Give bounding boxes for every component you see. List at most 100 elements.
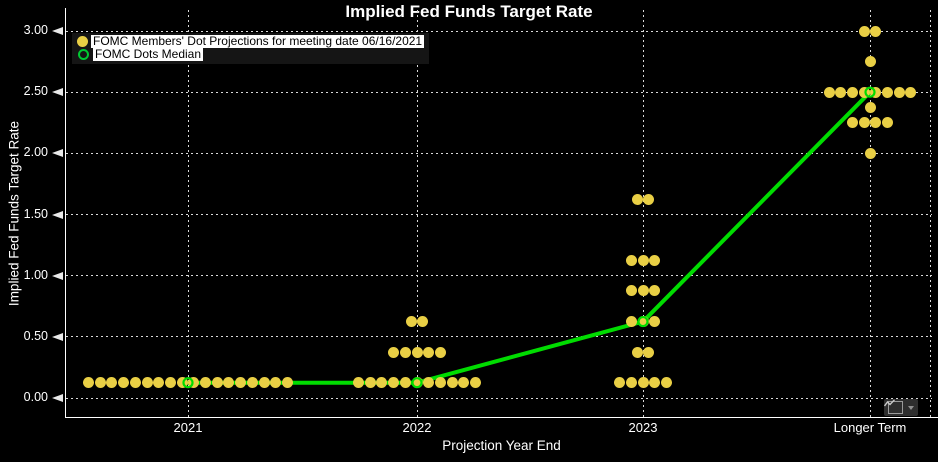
fomc-dot: [106, 377, 118, 389]
open-ring-icon: [78, 49, 89, 60]
y-tick-label: 2.50: [23, 84, 48, 99]
fomc-dot: [388, 346, 400, 358]
legend-item-label: FOMC Dots Median: [93, 47, 204, 61]
fomc-dot: [905, 86, 917, 98]
y-tick-arrow-icon: [52, 394, 63, 402]
legend-item-dot-projections[interactable]: FOMC Members' Dot Projections for meetin…: [77, 34, 425, 48]
fomc-dot: [423, 346, 435, 358]
fomc-dot: [364, 377, 376, 389]
fomc-dot: [258, 377, 270, 389]
y-tick-label: 2.00: [23, 145, 48, 160]
fomc-dot: [388, 377, 400, 389]
x-tick-label: 2023: [628, 420, 658, 435]
gridline-horizontal: [66, 214, 932, 215]
fomc-dot: [625, 254, 637, 266]
fomc-dot: [118, 377, 130, 389]
fomc-dot: [631, 346, 643, 358]
fomc-dot: [637, 254, 649, 266]
fomc-dot: [625, 377, 637, 389]
fomc-dot: [405, 316, 417, 328]
chart-options-dropdown-button[interactable]: [905, 400, 916, 415]
fomc-dot: [458, 377, 470, 389]
legend-item-label: FOMC Members' Dot Projections for meetin…: [91, 34, 425, 48]
fomc-dot: [637, 377, 649, 389]
gridline-vertical: [187, 10, 189, 417]
fomc-dot: [446, 377, 458, 389]
legend-item-dots-median[interactable]: FOMC Dots Median: [77, 48, 424, 61]
y-tick-label: 0.50: [23, 328, 48, 343]
fomc-dot: [846, 117, 858, 129]
fomc-dot: [129, 377, 141, 389]
gridline-vertical: [416, 10, 418, 417]
line-chart-icon: [884, 399, 903, 414]
y-tick-label: 1.00: [23, 267, 48, 282]
x-axis-title: Projection Year End: [442, 438, 561, 453]
fomc-dot: [870, 25, 882, 37]
fomc-dot: [858, 86, 870, 98]
y-tick-arrow-icon: [52, 149, 63, 158]
fomc-dot: [882, 117, 894, 129]
fomc-dot: [470, 377, 481, 389]
gridline-horizontal: [66, 336, 932, 338]
median-line: [186, 90, 872, 385]
fomc-dot: [625, 316, 637, 328]
y-tick-label: 1.50: [23, 206, 48, 221]
fomc-dot: [211, 377, 223, 389]
y-axis-line: [65, 8, 66, 417]
fomc-dot: [411, 346, 423, 358]
y-tick-arrow-icon: [52, 88, 63, 97]
fomc-dot: [864, 56, 876, 68]
fomc-dot: [882, 86, 894, 98]
chart-type-button[interactable]: [884, 399, 905, 415]
fomc-dot: [411, 377, 423, 389]
fomc-dot: [235, 377, 247, 389]
chart-legend: FOMC Members' Dot Projections for meetin…: [72, 33, 430, 64]
fomc-dot: [399, 346, 411, 358]
fomc-dot: [141, 377, 153, 389]
x-tick-label: 2021: [173, 420, 203, 435]
chart-tools-widget: [884, 399, 918, 416]
fomc-dot: [660, 377, 672, 389]
gridline-horizontal: [66, 397, 932, 399]
fomc-dot: [649, 285, 661, 297]
fomc-dot: [870, 117, 882, 129]
fomc-dot: [823, 86, 835, 98]
fomc-dot: [83, 377, 95, 389]
fomc-dot: [246, 377, 258, 389]
fomc-dot: [864, 101, 876, 113]
y-tick-arrow-icon: [52, 27, 63, 35]
fomc-dot: [270, 377, 282, 389]
gridline-horizontal: [66, 91, 932, 93]
fomc-dot: [376, 377, 388, 389]
fomc-dot: [631, 193, 643, 205]
fomc-dot: [399, 377, 411, 389]
median-marker: [864, 86, 876, 98]
fomc-dot: [614, 377, 626, 389]
y-tick-arrow-icon: [52, 332, 63, 341]
fomc-dot: [434, 377, 446, 389]
fomc-dot: [637, 285, 649, 297]
x-axis-line: [65, 417, 938, 418]
fomc-dot: [649, 254, 661, 266]
chart-title: Implied Fed Funds Target Rate: [345, 2, 593, 21]
plot-right-border: [929, 10, 931, 417]
x-tick-label: 2022: [402, 420, 432, 435]
fomc-dot: [643, 346, 655, 358]
fomc-dot: [94, 377, 106, 389]
fomc-dot: [858, 117, 870, 129]
fomc-dot: [846, 86, 858, 98]
filled-dot-icon: [77, 36, 88, 47]
fomc-dot: [637, 316, 649, 328]
fomc-dot: [870, 86, 882, 98]
median-marker: [411, 377, 423, 389]
x-tick-label: Longer Term: [833, 420, 907, 435]
fomc-dot: [858, 25, 870, 37]
fomc-dot: [281, 377, 293, 389]
fomc-dot: [649, 316, 661, 328]
median-marker: [637, 315, 649, 328]
gridline-horizontal: [66, 152, 932, 154]
y-tick-arrow-icon: [52, 271, 63, 280]
